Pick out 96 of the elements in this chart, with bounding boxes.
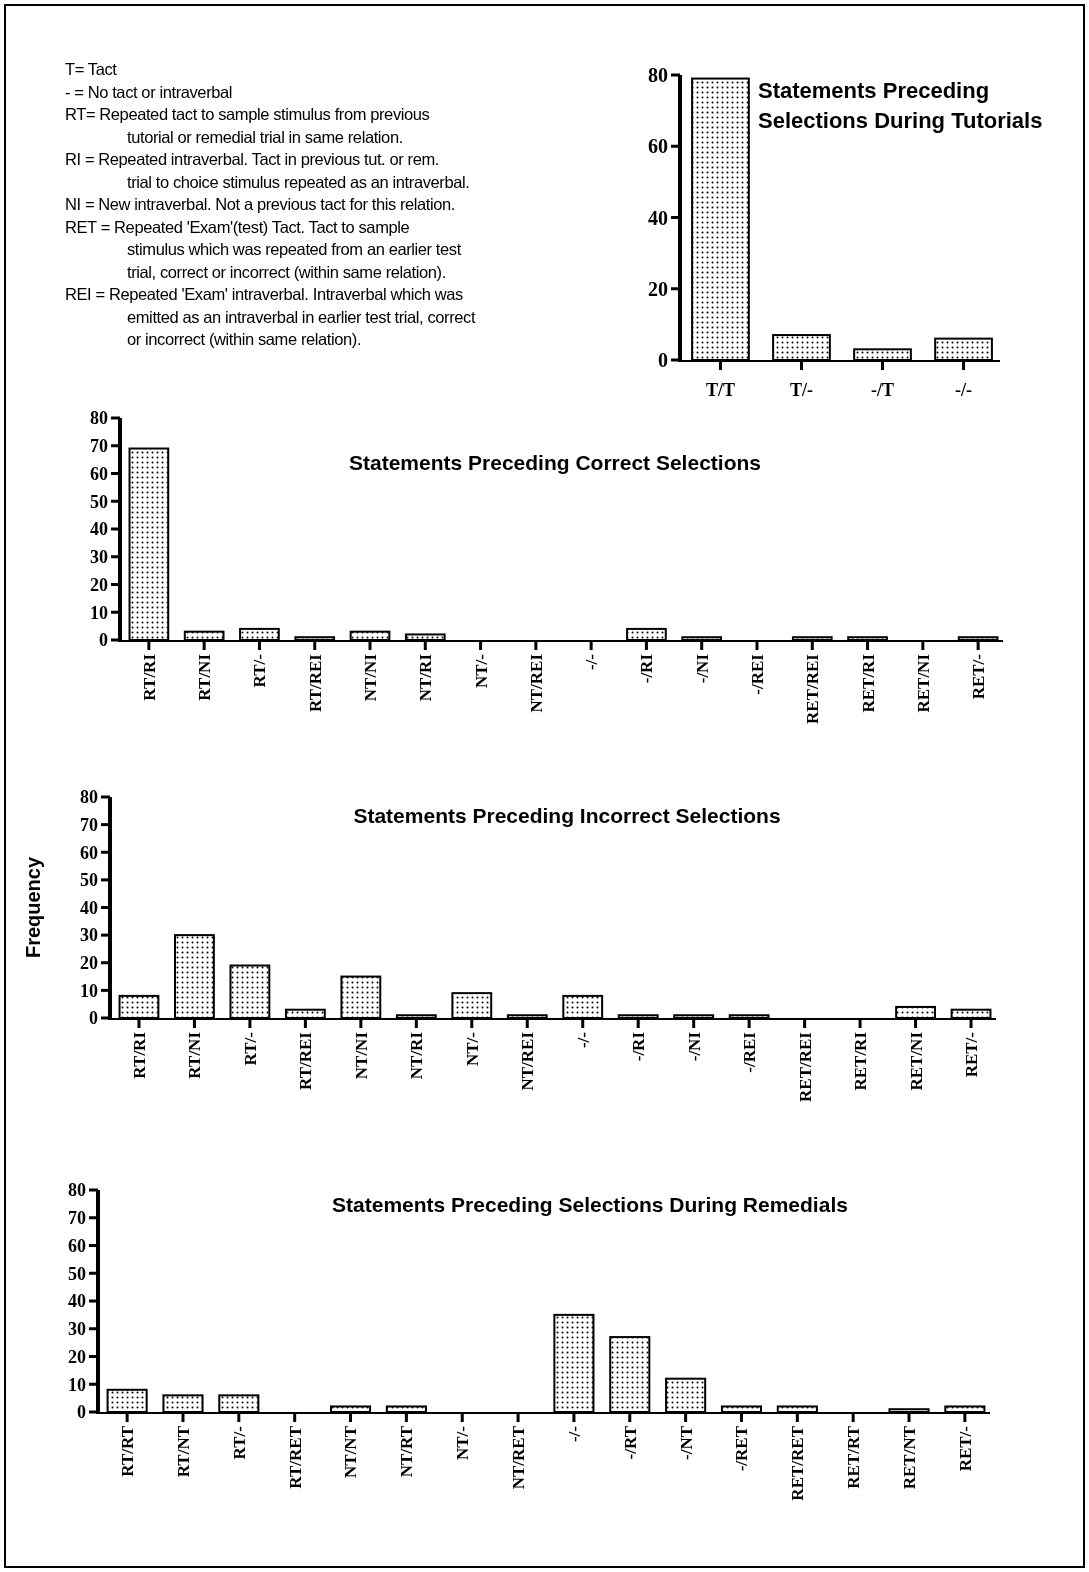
x-tick-label: RT/REI	[305, 653, 325, 712]
x-tick-label: RT/NI	[195, 653, 215, 701]
y-tick-label: 20	[80, 953, 98, 974]
x-tick-label: RT/RI	[129, 1031, 149, 1079]
x-tick-label: RET/REI	[803, 653, 823, 724]
x-tick-label: NT/NI	[351, 1031, 371, 1080]
x-tick-label: NT/REI	[518, 1031, 538, 1091]
text: - = No tact or intraverbal	[65, 82, 233, 101]
x-tick-label: RET/RT	[844, 1425, 864, 1489]
x-tick-label: RET/NI	[906, 1031, 926, 1091]
x-tick-label: RT/-	[250, 653, 270, 688]
x-tick-label: RT/NI	[185, 1031, 205, 1079]
y-tick-label: 50	[90, 491, 108, 512]
x-tick-label: RT/RI	[139, 653, 159, 701]
y-tick-label: 80	[68, 1180, 86, 1201]
y-tick-label: 70	[80, 814, 98, 835]
text: RT= Repeated tact to sample stimulus from previous tutorial or remedial trial in same relation.	[65, 105, 430, 146]
chart-title: Statements Preceding Incorrect Selections	[353, 804, 781, 827]
x-tick-label: -/-	[564, 1425, 584, 1443]
x-tick-label: RET/RI	[851, 1031, 871, 1091]
x-tick-label: NT/NI	[360, 653, 380, 702]
y-tick-label: 50	[68, 1263, 86, 1284]
x-tick-label: -/REI	[740, 1031, 760, 1073]
y-tick-label: 80	[90, 408, 108, 429]
y-tick-label: 10	[68, 1374, 86, 1395]
x-tick-label: NT/RT	[397, 1425, 417, 1478]
x-tick-label: -/-	[955, 380, 973, 400]
text: Statements Preceding Selections During Tutorials	[758, 78, 1043, 133]
x-tick-label: RET/RI	[858, 653, 878, 713]
y-tick-label: 20	[68, 1346, 86, 1367]
x-tick-label: -/RT	[620, 1425, 640, 1460]
x-tick-label: NT/RI	[407, 1031, 427, 1080]
text: RI = Repeated intraverbal. Tact in previous tut. or rem. trial to choice stimulus repeated as an intraverbal.	[65, 150, 470, 191]
y-tick-label: 70	[90, 436, 108, 457]
y-tick-label: 60	[68, 1235, 86, 1256]
y-tick-label: 20	[90, 574, 108, 595]
y-tick-label: 80	[648, 64, 668, 86]
x-tick-label: NT/NT	[341, 1425, 361, 1478]
x-tick-label: -/-	[582, 653, 602, 671]
x-tick-label: RET/-	[955, 1425, 975, 1472]
x-tick-label: -/NI	[692, 653, 712, 684]
y-tick-label: 60	[80, 842, 98, 863]
y-tick-label: 40	[90, 519, 108, 540]
y-tick-label: 20	[648, 277, 668, 300]
y-tick-label: 40	[648, 206, 668, 229]
y-tick-label: 40	[68, 1291, 86, 1312]
x-tick-label: -/RI	[637, 653, 657, 684]
y-tick-label: 80	[80, 787, 98, 808]
x-tick-label: NT/REI	[526, 653, 546, 713]
x-tick-label: -/-	[573, 1031, 593, 1049]
y-tick-label: 60	[90, 463, 108, 484]
x-tick-label: RT/-	[229, 1425, 249, 1460]
y-tick-label: 40	[80, 897, 98, 918]
x-tick-label: -/T	[871, 380, 895, 400]
y-tick-label: 0	[89, 1008, 98, 1029]
text: RET = Repeated 'Exam'(test) Tact. Tact to sample stimulus which was repeated from an earlier test trial, correct or incorrect (within same relation).	[65, 217, 462, 281]
y-tick-label: 30	[90, 547, 108, 568]
y-tick-label: 10	[90, 602, 108, 623]
x-tick-label: NT/-	[453, 1425, 473, 1460]
x-tick-label: RET/NT	[899, 1425, 919, 1490]
x-tick-label: RET/-	[961, 1031, 981, 1078]
y-tick-label: 30	[80, 925, 98, 946]
x-tick-label: RET/RET	[788, 1425, 808, 1501]
x-tick-label: RET/-	[969, 653, 989, 700]
x-tick-label: RT/REI	[296, 1031, 316, 1090]
y-tick-label: 0	[99, 630, 108, 651]
chart-title: Statements Preceding Selections During Remedials	[332, 1193, 848, 1216]
text: Statements Preceding Correct Selections	[349, 451, 761, 474]
x-tick-label: NT/-	[462, 1031, 482, 1066]
x-tick-label: T/-	[789, 380, 813, 400]
y-tick-label: 50	[80, 870, 98, 891]
y-tick-label: 0	[658, 349, 668, 371]
y-tick-label: 10	[80, 980, 98, 1001]
y-tick-label: 60	[648, 135, 668, 158]
x-tick-label: T/T	[705, 380, 735, 400]
text: REI = Repeated 'Exam' intraverbal. Intraverbal which was emitted as an intraverbal in earlier test trial, correct or incorrect (within same relation).	[65, 285, 476, 348]
text: T= Tact	[65, 60, 118, 78]
x-tick-label: RT/NT	[173, 1425, 193, 1478]
x-tick-label: -/NI	[684, 1031, 704, 1062]
x-tick-label: RT/RET	[285, 1425, 305, 1489]
y-tick-label: 0	[77, 1402, 86, 1423]
x-tick-label: NT/RI	[416, 653, 436, 702]
x-tick-label: RET/REI	[795, 1031, 815, 1102]
x-tick-label: RT/RT	[118, 1425, 138, 1477]
y-axis-title: Frequency	[22, 856, 44, 959]
x-tick-label: NT/-	[471, 653, 491, 688]
y-tick-label: 30	[68, 1319, 86, 1340]
x-tick-label: -/RET	[732, 1425, 752, 1472]
text: NI = New intraverbal. Not a previous tact for this relation.	[65, 195, 456, 213]
y-tick-label: 70	[68, 1208, 86, 1229]
x-tick-label: RET/NI	[913, 653, 933, 713]
x-tick-label: -/RI	[629, 1031, 649, 1062]
x-tick-label: NT/RET	[509, 1425, 529, 1490]
x-tick-label: -/NT	[676, 1425, 696, 1460]
x-tick-label: RT/-	[240, 1031, 260, 1066]
x-tick-label: -/REI	[747, 653, 767, 695]
